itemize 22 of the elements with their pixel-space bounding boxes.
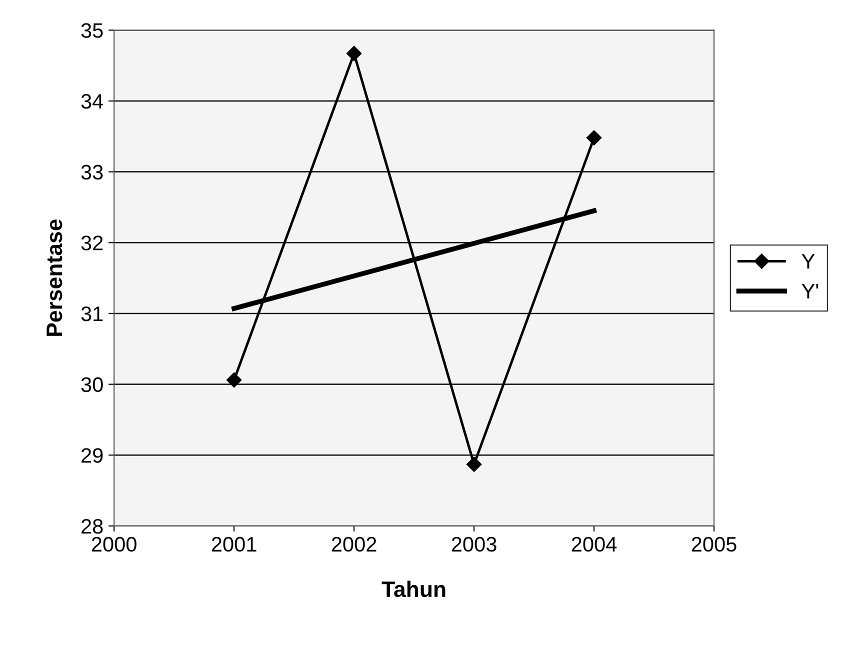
y-tick-label: 28	[82, 518, 103, 534]
y-axis-title: Persentase	[46, 220, 62, 336]
x-tick-label: 2004	[572, 536, 617, 552]
point	[346, 46, 362, 62]
y-tick-label: 34	[81, 94, 104, 109]
x-tick-label: 2003	[452, 536, 496, 552]
y-tick-label: 29	[82, 448, 103, 463]
legend-label: Y'	[802, 284, 818, 298]
y-tick-label: 31	[81, 306, 103, 322]
x-tick-label: 2000	[92, 536, 136, 552]
y-tick-label: 30	[81, 377, 103, 392]
y-tick-label: 33	[81, 164, 103, 180]
x-axis-title: Tahun	[382, 580, 446, 598]
legend-label: Y	[802, 254, 815, 269]
x-tick-label: 2001	[212, 536, 256, 552]
y-tick-label: 35	[81, 23, 103, 38]
point	[586, 130, 602, 146]
point	[466, 456, 482, 472]
x-tick-label: 2005	[692, 536, 736, 552]
point	[226, 372, 242, 388]
x-tick-label: 2002	[332, 536, 376, 552]
y-tick-label: 32	[81, 236, 103, 250]
